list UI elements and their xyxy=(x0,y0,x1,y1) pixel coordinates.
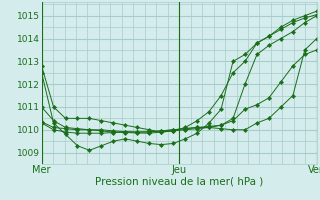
X-axis label: Pression niveau de la mer( hPa ): Pression niveau de la mer( hPa ) xyxy=(95,177,263,187)
